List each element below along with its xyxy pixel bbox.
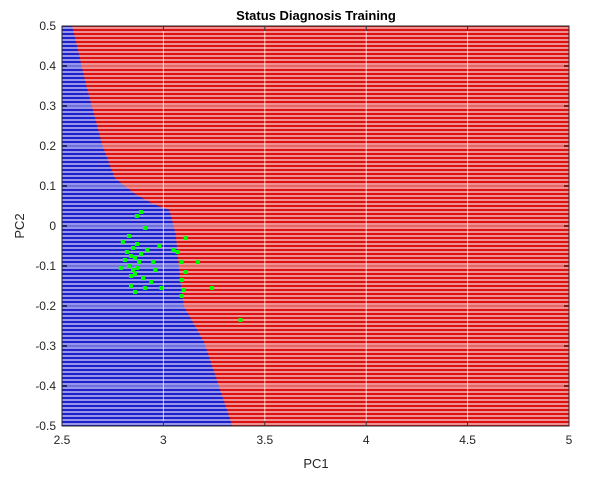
data-point: [179, 260, 184, 264]
data-point: [143, 226, 148, 230]
data-point: [118, 266, 123, 270]
data-point: [153, 268, 158, 272]
y-tick-label: 0.1: [39, 179, 56, 193]
y-tick-label: 0.5: [39, 19, 56, 33]
grid-lines: [62, 26, 569, 426]
y-tick-label: -0.3: [35, 339, 56, 353]
data-point: [179, 278, 184, 282]
data-point: [133, 256, 138, 260]
data-point: [139, 252, 144, 256]
data-point: [175, 250, 180, 254]
x-axis-label: PC1: [303, 456, 328, 471]
data-point: [135, 214, 140, 218]
data-point: [120, 240, 125, 244]
x-tick-label: 5: [566, 433, 573, 447]
data-point: [133, 272, 138, 276]
data-point: [130, 246, 135, 250]
chart-title: Status Diagnosis Training: [236, 8, 396, 23]
x-tick-label: 3: [160, 433, 167, 447]
data-point: [124, 250, 129, 254]
y-tick-label: 0: [49, 219, 56, 233]
data-point: [128, 254, 133, 258]
data-point: [183, 270, 188, 274]
y-axis-ticks: 0.5 0.4 0.3 0.2 0.1 0 -0.1 -0.2 -0.3 -0.4 -0.5: [35, 19, 569, 433]
y-axis-label: PC2: [12, 213, 27, 238]
x-axis-ticks: 2.5 3 3.5 4 4.5 5: [54, 26, 573, 447]
data-point: [130, 268, 135, 272]
x-tick-label: 2.5: [54, 433, 71, 447]
y-tick-label: -0.5: [35, 419, 56, 433]
data-point: [181, 288, 186, 292]
data-points: [118, 210, 243, 322]
data-point: [238, 318, 243, 322]
y-tick-label: 0.4: [39, 59, 56, 73]
x-tick-label: 4.5: [459, 433, 476, 447]
data-point: [171, 248, 176, 252]
data-point: [126, 264, 131, 268]
data-point: [157, 244, 162, 248]
y-tick-label: -0.2: [35, 299, 56, 313]
y-tick-label: 0.2: [39, 139, 56, 153]
data-point: [195, 260, 200, 264]
data-point: [135, 266, 140, 270]
data-point: [128, 284, 133, 288]
region-hatching: [62, 27, 569, 425]
y-tick-label: -0.4: [35, 379, 56, 393]
x-tick-label: 4: [363, 433, 370, 447]
data-point: [126, 234, 131, 238]
data-point: [145, 248, 150, 252]
data-point: [141, 276, 146, 280]
data-point: [139, 210, 144, 214]
data-point: [137, 260, 142, 264]
data-point: [159, 286, 164, 290]
data-point: [179, 294, 184, 298]
data-point: [143, 286, 148, 290]
data-point: [122, 258, 127, 262]
y-tick-label: -0.1: [35, 259, 56, 273]
y-tick-label: 0.3: [39, 99, 56, 113]
data-point: [133, 290, 138, 294]
data-point: [210, 286, 215, 290]
data-point: [183, 236, 188, 240]
x-tick-label: 3.5: [256, 433, 273, 447]
data-point: [149, 280, 154, 284]
data-point: [135, 242, 140, 246]
data-point: [128, 274, 133, 278]
plot-area: [62, 26, 569, 426]
data-point: [151, 260, 156, 264]
